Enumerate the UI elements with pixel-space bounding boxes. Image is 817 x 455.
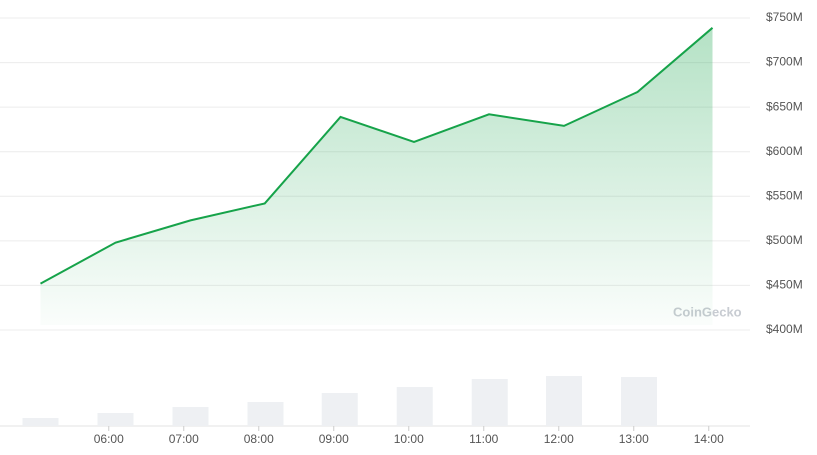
y-tick-label: $700M bbox=[766, 55, 803, 69]
y-tick-label: $500M bbox=[766, 233, 803, 247]
volume-bar bbox=[321, 393, 358, 426]
line bbox=[40, 27, 714, 285]
volume-bar bbox=[247, 402, 284, 426]
volume-bar bbox=[22, 418, 59, 426]
x-tick-label: 10:00 bbox=[394, 432, 424, 446]
y-tick-label: $400M bbox=[766, 322, 803, 336]
x-tick-label: 06:00 bbox=[94, 432, 124, 446]
x-tick-label: 12:00 bbox=[544, 432, 574, 446]
volume-bar bbox=[546, 376, 582, 426]
x-tick-label: 14:00 bbox=[694, 432, 724, 446]
x-tick-label: 07:00 bbox=[169, 432, 199, 446]
y-tick-label: $550M bbox=[766, 188, 803, 202]
y-tick-label: $650M bbox=[766, 99, 803, 113]
volume-bar bbox=[97, 413, 134, 426]
volume-bar bbox=[172, 407, 209, 426]
y-tick-label: $600M bbox=[766, 144, 803, 158]
volume-bar bbox=[621, 377, 657, 426]
y-tick-label: $750M bbox=[766, 10, 803, 24]
x-tick-label: 09:00 bbox=[319, 432, 349, 446]
volume-bar bbox=[471, 379, 508, 426]
x-tick-label: 08:00 bbox=[244, 432, 274, 446]
area bbox=[40, 27, 713, 325]
y-tick-label: $450M bbox=[766, 278, 803, 292]
volume-bar bbox=[396, 387, 433, 426]
x-tick-label: 13:00 bbox=[619, 432, 649, 446]
x-tick-label: 11:00 bbox=[469, 432, 498, 446]
